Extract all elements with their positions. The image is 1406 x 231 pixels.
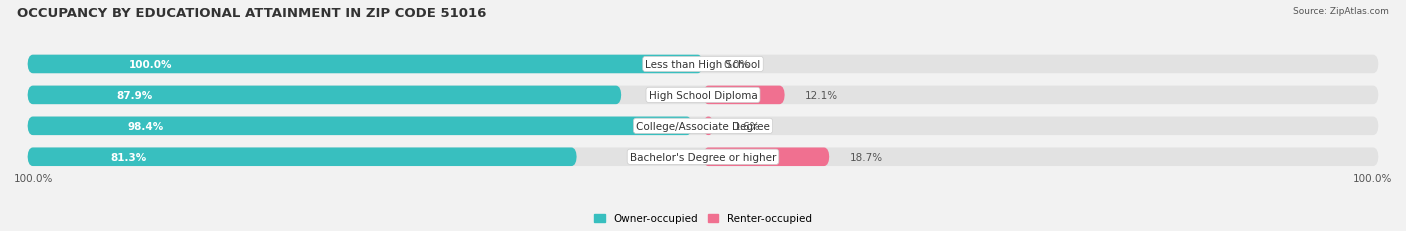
Text: 100.0%: 100.0%	[14, 173, 53, 183]
Text: OCCUPANCY BY EDUCATIONAL ATTAINMENT IN ZIP CODE 51016: OCCUPANCY BY EDUCATIONAL ATTAINMENT IN Z…	[17, 7, 486, 20]
Legend: Owner-occupied, Renter-occupied: Owner-occupied, Renter-occupied	[591, 210, 815, 228]
Text: Less than High School: Less than High School	[645, 60, 761, 70]
FancyBboxPatch shape	[28, 117, 692, 136]
FancyBboxPatch shape	[28, 86, 621, 105]
Text: Bachelor's Degree or higher: Bachelor's Degree or higher	[630, 152, 776, 162]
Text: 12.1%: 12.1%	[806, 91, 838, 100]
Text: 100.0%: 100.0%	[129, 60, 173, 70]
FancyBboxPatch shape	[703, 117, 714, 136]
Text: 81.3%: 81.3%	[110, 152, 146, 162]
Text: College/Associate Degree: College/Associate Degree	[636, 121, 770, 131]
Text: Source: ZipAtlas.com: Source: ZipAtlas.com	[1294, 7, 1389, 16]
FancyBboxPatch shape	[28, 55, 703, 74]
Text: 1.6%: 1.6%	[734, 121, 761, 131]
Text: 100.0%: 100.0%	[1353, 173, 1392, 183]
FancyBboxPatch shape	[28, 148, 1378, 166]
Text: High School Diploma: High School Diploma	[648, 91, 758, 100]
FancyBboxPatch shape	[28, 148, 576, 166]
FancyBboxPatch shape	[28, 117, 1378, 136]
Text: 87.9%: 87.9%	[117, 91, 153, 100]
FancyBboxPatch shape	[28, 86, 1378, 105]
FancyBboxPatch shape	[703, 86, 785, 105]
Text: 0.0%: 0.0%	[723, 60, 749, 70]
FancyBboxPatch shape	[28, 55, 1378, 74]
Text: 18.7%: 18.7%	[849, 152, 883, 162]
Text: 98.4%: 98.4%	[128, 121, 163, 131]
FancyBboxPatch shape	[703, 148, 830, 166]
